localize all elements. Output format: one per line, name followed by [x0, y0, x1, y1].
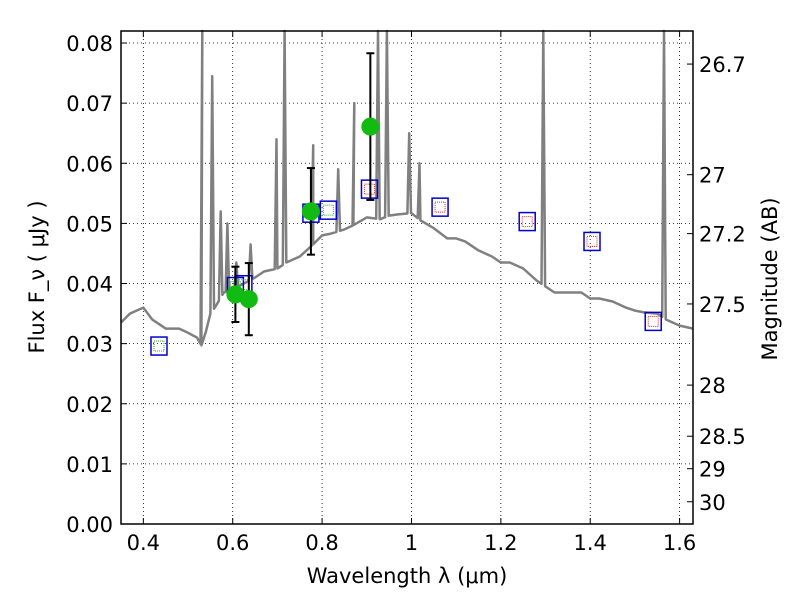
model-square — [150, 336, 168, 356]
axis-ticks: 0.4 0.6 0.8 1 1.2 1.4 1.6 0.00 0.01 0.02 0.03 0.04 0… — [66, 31, 746, 555]
y-tick-label: 0.08 — [66, 32, 113, 56]
x-tick-label: 1.2 — [484, 531, 517, 555]
model-square — [644, 311, 662, 332]
y-tick-label: 0.04 — [66, 273, 113, 297]
model-square — [319, 200, 338, 220]
right-tick-label: 27.5 — [699, 293, 746, 317]
model-square — [583, 231, 601, 252]
inner-square — [586, 235, 598, 247]
grid-lines — [121, 31, 693, 525]
inner-square — [521, 216, 533, 228]
right-tick-label: 27.2 — [699, 223, 746, 247]
x-tick-label: 1.4 — [574, 531, 607, 555]
x-tick-label: 0.4 — [127, 531, 160, 555]
x-tick-label: 1.6 — [663, 531, 696, 555]
y-tick-label: 0.06 — [66, 152, 113, 176]
inner-square — [153, 340, 165, 352]
y-tick-label: 0.00 — [66, 513, 113, 537]
model-square — [518, 211, 536, 232]
y-axis-label-left: Flux F_ν ( μJy ) — [25, 200, 50, 353]
spectrum-layer — [120, 29, 694, 347]
spectrum-line — [120, 29, 694, 347]
y-axis-label-right: Magnitude (AB) — [758, 197, 782, 360]
inner-square — [434, 201, 446, 213]
y-tick-label: 0.01 — [66, 453, 113, 477]
x-tick-label: 1 — [405, 531, 418, 555]
observed-point — [239, 290, 258, 309]
right-tick-label: 26.7 — [699, 53, 746, 77]
y-tick-label: 0.02 — [66, 393, 113, 417]
model-square — [431, 197, 449, 217]
right-tick-label: 27 — [699, 164, 726, 188]
y-tick-label: 0.05 — [66, 212, 113, 236]
inner-square — [647, 315, 659, 327]
right-tick-label: 28.5 — [699, 425, 746, 449]
y-tick-label: 0.07 — [66, 92, 113, 116]
x-axis-label: Wavelength λ (μm) — [307, 564, 508, 588]
observed-point — [301, 202, 320, 221]
right-tick-label: 29 — [699, 458, 726, 482]
right-tick-label: 30 — [699, 491, 726, 515]
inner-square — [322, 204, 334, 216]
y-tick-label: 0.03 — [66, 333, 113, 357]
x-tick-label: 0.6 — [216, 531, 249, 555]
right-tick-label: 28 — [699, 374, 726, 398]
x-tick-label: 0.8 — [305, 531, 338, 555]
marker-layer — [150, 52, 662, 356]
observed-point — [361, 117, 380, 136]
plot-frame — [120, 30, 694, 525]
